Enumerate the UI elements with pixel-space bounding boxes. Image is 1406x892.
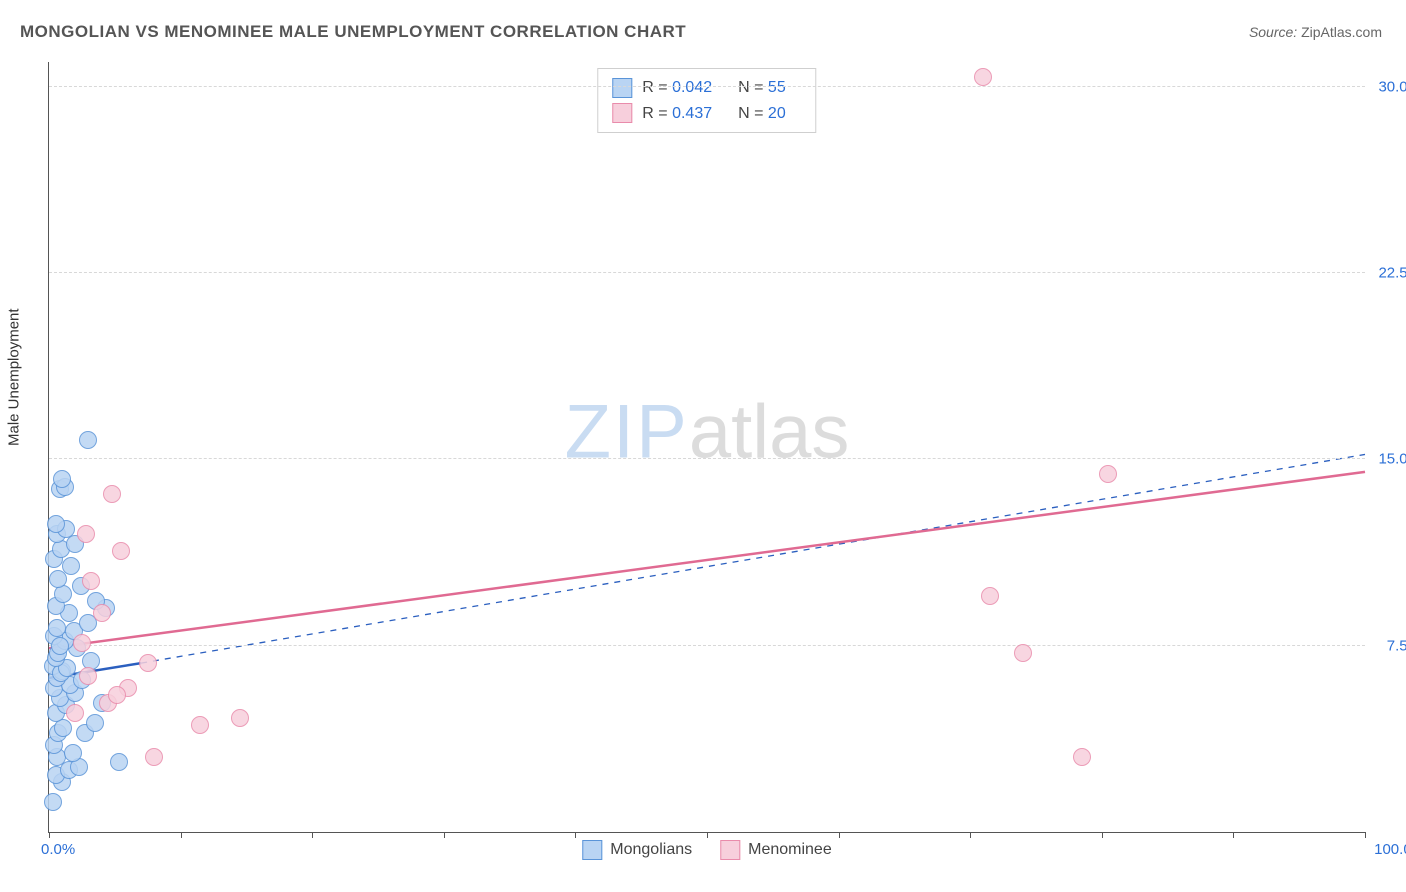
x-tick bbox=[444, 832, 445, 838]
x-tick bbox=[1233, 832, 1234, 838]
trend-line bbox=[141, 454, 1365, 663]
x-tick bbox=[181, 832, 182, 838]
scatter-point bbox=[108, 686, 126, 704]
gridline-h bbox=[49, 86, 1365, 87]
gridline-h bbox=[49, 272, 1365, 273]
scatter-point bbox=[139, 654, 157, 672]
scatter-point bbox=[62, 557, 80, 575]
scatter-point bbox=[51, 637, 69, 655]
scatter-point bbox=[110, 753, 128, 771]
scatter-point bbox=[1099, 465, 1117, 483]
source-attribution: Source: ZipAtlas.com bbox=[1249, 24, 1382, 40]
legend-r: R = 0.042 bbox=[642, 75, 712, 101]
x-tick bbox=[312, 832, 313, 838]
legend-n: N = 20 bbox=[738, 101, 786, 127]
x-tick bbox=[839, 832, 840, 838]
scatter-point bbox=[103, 485, 121, 503]
series-name: Mongolians bbox=[610, 841, 692, 859]
scatter-point bbox=[1073, 748, 1091, 766]
scatter-point bbox=[981, 587, 999, 605]
scatter-point bbox=[231, 709, 249, 727]
scatter-point bbox=[66, 704, 84, 722]
legend-row: R = 0.042 N = 55 bbox=[612, 75, 801, 101]
x-tick bbox=[1102, 832, 1103, 838]
scatter-point bbox=[86, 714, 104, 732]
x-axis-min-label: 0.0% bbox=[41, 841, 75, 858]
x-tick bbox=[707, 832, 708, 838]
gridline-h bbox=[49, 645, 1365, 646]
scatter-point bbox=[79, 667, 97, 685]
legend-swatch bbox=[582, 840, 602, 860]
scatter-point bbox=[77, 525, 95, 543]
scatter-point bbox=[53, 470, 71, 488]
scatter-point bbox=[79, 431, 97, 449]
correlation-legend: R = 0.042 N = 55 R = 0.437 N = 20 bbox=[597, 68, 816, 133]
x-axis-max-label: 100.0% bbox=[1374, 841, 1406, 858]
legend-r: R = 0.437 bbox=[642, 101, 712, 127]
scatter-point bbox=[64, 744, 82, 762]
scatter-point bbox=[73, 634, 91, 652]
source-name: ZipAtlas.com bbox=[1301, 24, 1382, 40]
scatter-point bbox=[191, 716, 209, 734]
scatter-point bbox=[145, 748, 163, 766]
x-tick bbox=[575, 832, 576, 838]
series-legend: Mongolians Menominee bbox=[582, 840, 831, 860]
scatter-point bbox=[47, 515, 65, 533]
series-legend-item: Mongolians bbox=[582, 840, 692, 860]
plot-area: ZIPatlas R = 0.042N = 55R = 0.437N = 20 … bbox=[48, 62, 1365, 833]
x-tick bbox=[49, 832, 50, 838]
scatter-point bbox=[48, 619, 66, 637]
gridline-h bbox=[49, 458, 1365, 459]
scatter-point bbox=[44, 793, 62, 811]
scatter-point bbox=[1014, 644, 1032, 662]
y-axis-title: Male Unemployment bbox=[6, 308, 23, 446]
x-tick bbox=[1365, 832, 1366, 838]
source-label: Source: bbox=[1249, 24, 1297, 40]
trend-line bbox=[49, 472, 1365, 648]
legend-n: N = 55 bbox=[738, 75, 786, 101]
legend-swatch bbox=[612, 103, 632, 123]
scatter-point bbox=[82, 572, 100, 590]
series-name: Menominee bbox=[748, 841, 832, 859]
scatter-point bbox=[93, 604, 111, 622]
chart-title: MONGOLIAN VS MENOMINEE MALE UNEMPLOYMENT… bbox=[20, 22, 686, 42]
y-tick-label: 22.5% bbox=[1378, 265, 1406, 282]
x-tick bbox=[970, 832, 971, 838]
legend-swatch bbox=[612, 78, 632, 98]
legend-row: R = 0.437 N = 20 bbox=[612, 101, 801, 127]
scatter-point bbox=[112, 542, 130, 560]
y-tick-label: 30.0% bbox=[1378, 78, 1406, 95]
y-tick-label: 15.0% bbox=[1378, 451, 1406, 468]
scatter-point bbox=[974, 68, 992, 86]
legend-swatch bbox=[720, 840, 740, 860]
series-legend-item: Menominee bbox=[720, 840, 832, 860]
y-tick-label: 7.5% bbox=[1387, 637, 1406, 654]
